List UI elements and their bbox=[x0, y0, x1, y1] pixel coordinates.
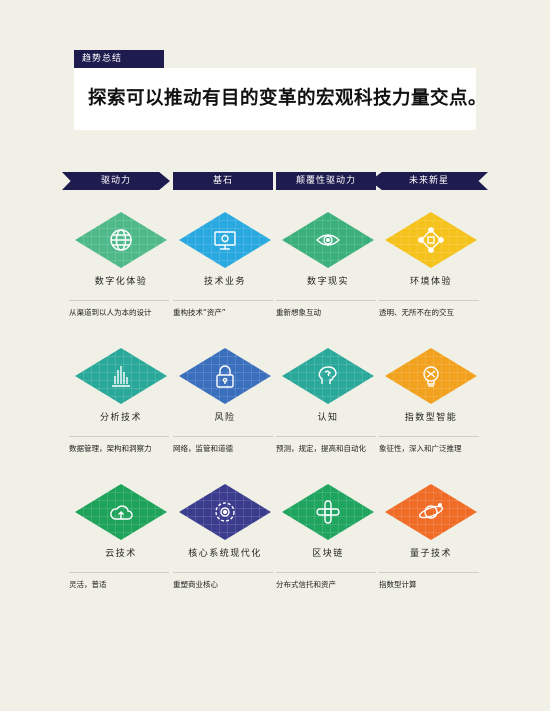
trend-card: 环境体验 bbox=[385, 212, 477, 332]
divider bbox=[173, 572, 273, 573]
divider bbox=[69, 436, 169, 437]
trend-label: 认知 bbox=[317, 413, 339, 423]
page-title: 探索可以推动有目的变革的宏观科技力量交点。 bbox=[88, 88, 488, 109]
trend-label: 风险 bbox=[214, 413, 236, 423]
trend-card: 区块链 bbox=[282, 484, 374, 604]
brain-icon bbox=[314, 362, 342, 390]
divider bbox=[379, 300, 479, 301]
category-disruptors: 颠覆性驱动力 bbox=[276, 172, 376, 190]
section-tag: 趋势总结 bbox=[74, 50, 164, 68]
divider bbox=[276, 436, 376, 437]
trend-description: 数据管理，架构和洞察力 bbox=[69, 444, 152, 453]
divider bbox=[69, 572, 169, 573]
monitor-icon bbox=[211, 226, 239, 254]
trend-label: 数字化体验 bbox=[94, 277, 148, 287]
trend-description: 分布式信托和资产 bbox=[276, 580, 336, 589]
trend-label: 环境体验 bbox=[409, 277, 452, 287]
trend-label: 区块链 bbox=[312, 549, 344, 559]
trend-card: 数字现实 bbox=[282, 212, 374, 332]
trend-card: 数字化体验 bbox=[75, 212, 167, 332]
trend-description: 网络，监管和道德 bbox=[173, 444, 233, 453]
title-box: 探索可以推动有目的变革的宏观科技力量交点。 bbox=[74, 68, 487, 130]
bulb-icon bbox=[417, 362, 445, 390]
trend-card: 指数型智能 bbox=[385, 348, 477, 468]
trend-card: 技术业务 bbox=[179, 212, 271, 332]
divider bbox=[276, 300, 376, 301]
chain-icon bbox=[314, 498, 342, 526]
eye-icon bbox=[314, 226, 342, 254]
category-foundations: 基石 bbox=[173, 172, 273, 190]
trend-label: 量子技术 bbox=[409, 549, 452, 559]
trend-description: 指数型计算 bbox=[379, 580, 417, 589]
trend-description: 重构技术“资产” bbox=[173, 308, 226, 317]
category-bar: 驱动力 基石 颠覆性驱动力 未来新星 bbox=[0, 172, 550, 190]
trend-description: 预测，规定，提高和自动化 bbox=[276, 444, 366, 453]
trend-label: 核心系统现代化 bbox=[188, 549, 262, 559]
trend-description: 透明、无所不在的交互 bbox=[379, 308, 454, 317]
trend-label: 分析技术 bbox=[99, 413, 142, 423]
divider bbox=[379, 572, 479, 573]
trend-label: 云技术 bbox=[105, 549, 137, 559]
planet-icon bbox=[417, 498, 445, 526]
trend-label: 技术业务 bbox=[203, 277, 246, 287]
trend-card: 分析技术 bbox=[75, 348, 167, 468]
divider bbox=[379, 436, 479, 437]
trend-description: 灵活，普适 bbox=[69, 580, 107, 589]
globe-icon bbox=[107, 226, 135, 254]
trend-description: 从渠道到以人为本的设计 bbox=[69, 308, 152, 317]
divider bbox=[173, 436, 273, 437]
cycle-icon bbox=[211, 498, 239, 526]
trend-label: 数字现实 bbox=[306, 277, 349, 287]
bar-chart-icon bbox=[107, 362, 135, 390]
divider bbox=[276, 572, 376, 573]
category-horizon: 未来新星 bbox=[370, 172, 488, 190]
divider bbox=[173, 300, 273, 301]
category-drivers: 驱动力 bbox=[62, 172, 170, 190]
trend-description: 重塑商业核心 bbox=[173, 580, 218, 589]
trend-card: 云技术 bbox=[75, 484, 167, 604]
trend-card: 风险 bbox=[179, 348, 271, 468]
cloud-icon bbox=[107, 498, 135, 526]
divider bbox=[69, 300, 169, 301]
lock-icon bbox=[211, 362, 239, 390]
trend-description: 重新想象互动 bbox=[276, 308, 321, 317]
trend-card: 核心系统现代化 bbox=[179, 484, 271, 604]
trend-card: 量子技术 bbox=[385, 484, 477, 604]
trend-description: 象征性，深入和广泛推理 bbox=[379, 444, 462, 453]
network-icon bbox=[417, 226, 445, 254]
trend-card: 认知 bbox=[282, 348, 374, 468]
trend-label: 指数型智能 bbox=[404, 413, 458, 423]
